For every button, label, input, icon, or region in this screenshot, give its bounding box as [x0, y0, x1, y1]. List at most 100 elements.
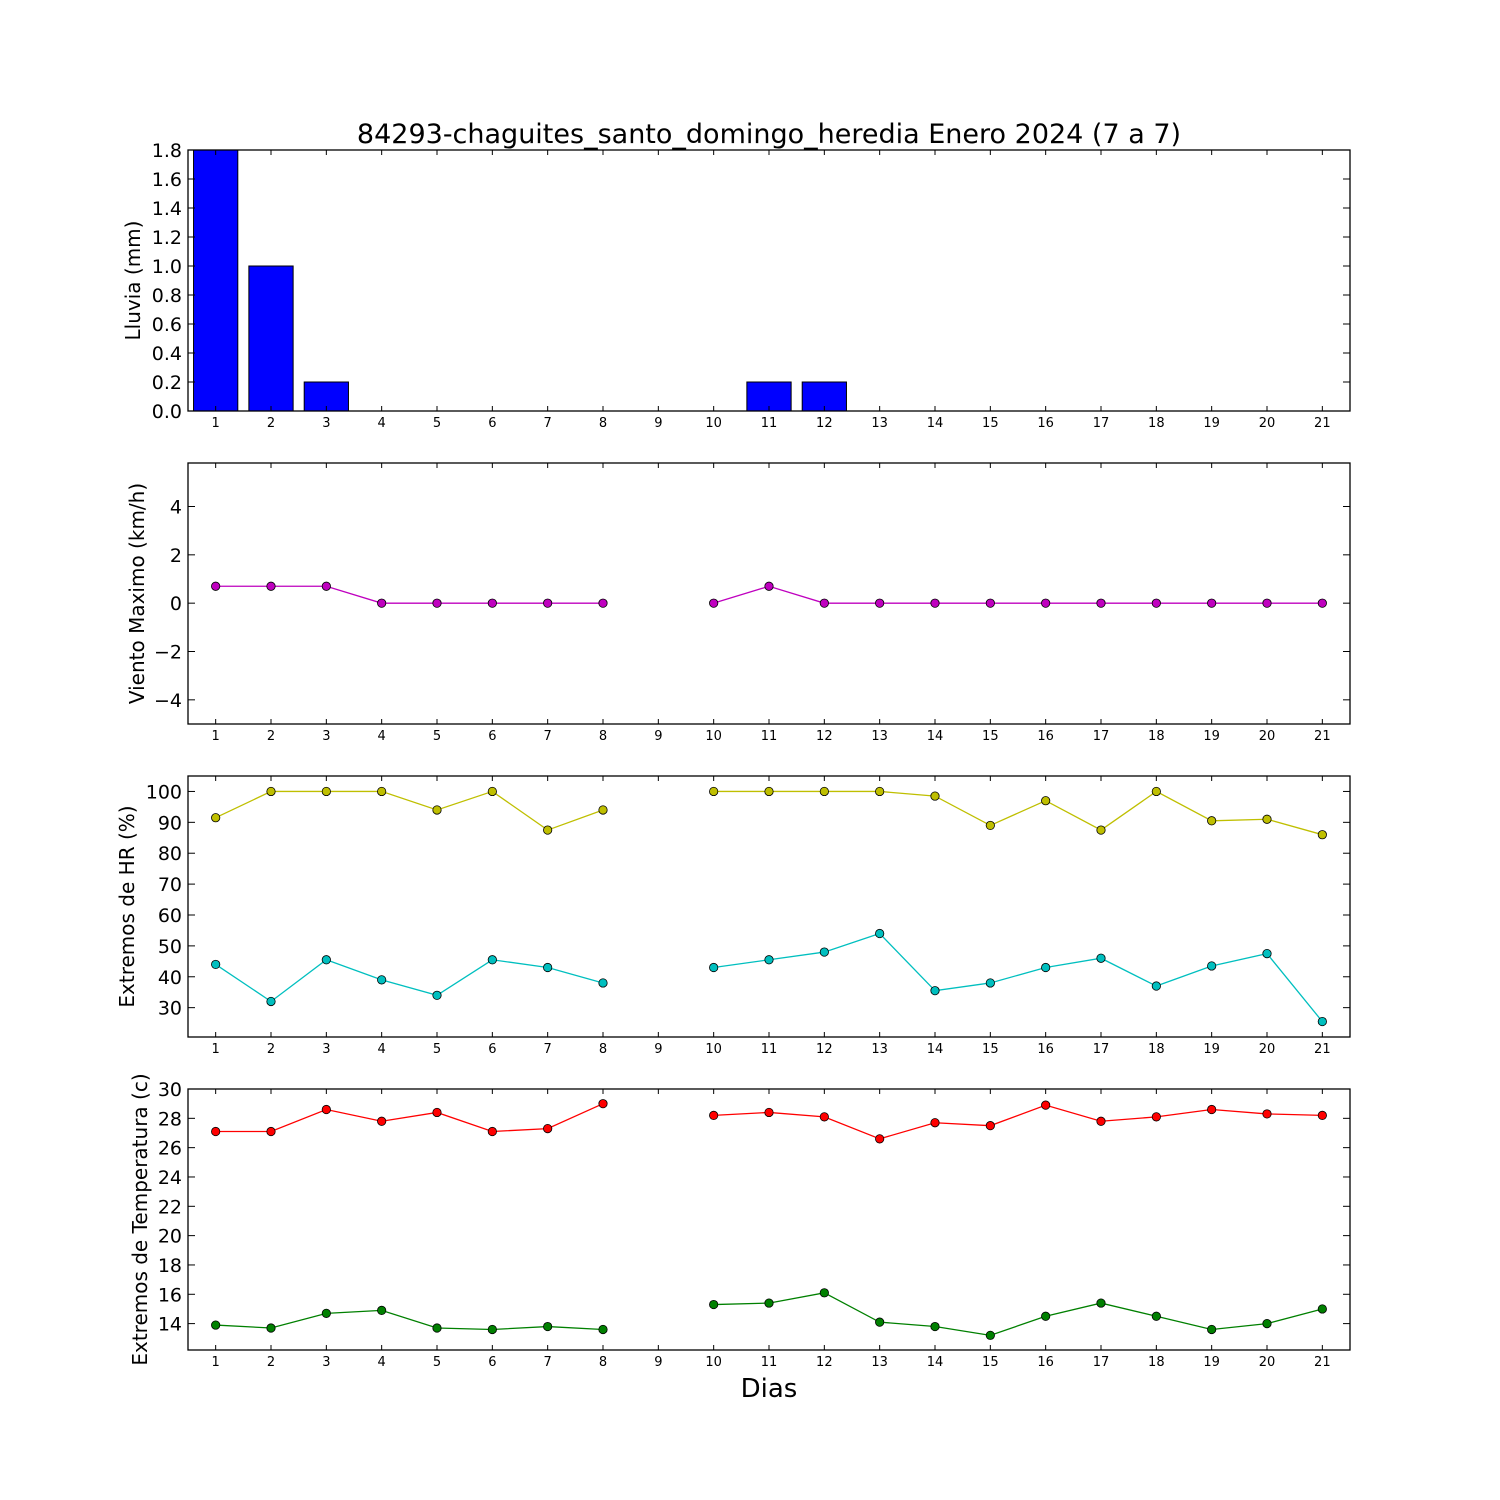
- x-tick-label: 5: [433, 1042, 441, 1057]
- series-2-point-day-11: [764, 1298, 774, 1308]
- y-tick-label: 24: [158, 1167, 182, 1189]
- x-tick-label: 12: [816, 729, 833, 744]
- series-2-point-day-7: [543, 962, 553, 973]
- x-tick-label: 15: [982, 416, 999, 431]
- series-1-point-day-5: [432, 598, 442, 608]
- x-tick-label: 1: [212, 729, 220, 744]
- bar-day-1: [193, 149, 239, 412]
- series-2-point-day-18: [1151, 1311, 1161, 1321]
- x-tick-label: 19: [1203, 1355, 1220, 1370]
- series-1-point-day-13: [875, 1134, 885, 1144]
- series-1-point-day-4: [377, 1116, 387, 1126]
- x-tick-label: 8: [599, 729, 607, 744]
- series-2-point-day-13: [875, 928, 885, 939]
- x-tick-label: 3: [322, 1042, 330, 1057]
- y-tick-label: −4: [154, 690, 182, 712]
- x-tick-label: 6: [488, 416, 496, 431]
- series-1-point-day-5: [432, 1107, 442, 1118]
- x-tick-label: 10: [705, 1042, 722, 1057]
- series-1-point-day-12: [819, 786, 829, 797]
- y-tick-label: 80: [158, 843, 182, 865]
- y-tick-label: 1.0: [152, 256, 182, 278]
- series-2-point-day-8: [598, 1324, 608, 1335]
- series-1-point-day-11: [764, 1107, 774, 1118]
- x-tick-label: 8: [599, 1355, 607, 1370]
- series-2-point-day-21: [1317, 1016, 1327, 1027]
- x-tick-label: 4: [378, 1355, 386, 1370]
- x-tick-label: 4: [378, 729, 386, 744]
- series-1-point-day-12: [819, 598, 829, 608]
- x-tick-label: 21: [1314, 416, 1331, 431]
- series-1-point-day-19: [1207, 1104, 1217, 1115]
- x-tick-label: 7: [544, 1355, 552, 1370]
- x-tick-label: 16: [1037, 1042, 1054, 1057]
- series-1-line-1: [215, 790, 604, 831]
- series-1-point-day-20: [1262, 814, 1272, 824]
- y-tick-label: 0.2: [152, 372, 182, 394]
- series-1-point-day-18: [1151, 1112, 1161, 1122]
- series-1-line-1: [215, 585, 603, 604]
- chart-title: 84293-chaguites_santo_domingo_heredia En…: [357, 119, 1181, 150]
- series-2-point-day-19: [1207, 1324, 1217, 1335]
- series-1-point-day-18: [1151, 598, 1161, 608]
- y-tick-label: 1.2: [152, 227, 182, 249]
- series-2-point-day-7: [543, 1321, 553, 1332]
- x-tick-label: 10: [705, 1355, 722, 1370]
- y-tick-label: 100: [146, 781, 182, 803]
- x-tick-label: 18: [1148, 1042, 1165, 1057]
- x-tick-label: 19: [1203, 416, 1220, 431]
- y-tick-label: 2: [170, 545, 182, 567]
- x-axis-label: Dias: [741, 1374, 798, 1404]
- series-2-point-day-16: [1041, 1311, 1051, 1321]
- series-2-line-2: [713, 1292, 1323, 1337]
- series-1-point-day-10: [709, 598, 719, 608]
- y-axis-label: Extremos de HR (%): [115, 805, 139, 1007]
- x-tick-label: 6: [488, 729, 496, 744]
- x-tick-label: 20: [1259, 1042, 1276, 1057]
- x-tick-label: 6: [488, 1042, 496, 1057]
- y-tick-label: 0.0: [152, 401, 182, 423]
- x-tick-label: 3: [322, 729, 330, 744]
- y-tick-label: 0.8: [152, 285, 182, 307]
- series-2-point-day-13: [875, 1317, 885, 1327]
- series-1-point-day-3: [321, 1104, 331, 1115]
- axes-frame: [187, 149, 1351, 412]
- x-tick-label: 21: [1314, 1042, 1331, 1057]
- series-2-point-day-17: [1096, 953, 1106, 963]
- series-1-point-day-12: [819, 1112, 829, 1122]
- series-2-point-day-20: [1262, 949, 1272, 959]
- x-tick-label: 1: [212, 1042, 220, 1057]
- series-1-point-day-10: [709, 1110, 719, 1120]
- x-tick-label: 3: [322, 416, 330, 431]
- series-2-point-day-3: [321, 1308, 331, 1318]
- x-tick-label: 21: [1314, 1355, 1331, 1370]
- series-1-point-day-6: [487, 598, 497, 608]
- series-1-point-day-17: [1096, 825, 1106, 835]
- y-tick-label: 40: [158, 967, 182, 989]
- series-1-point-day-6: [487, 786, 497, 797]
- x-tick-label: 21: [1314, 729, 1331, 744]
- x-tick-label: 2: [267, 729, 275, 744]
- x-tick-label: 10: [705, 416, 722, 431]
- x-tick-label: 20: [1259, 416, 1276, 431]
- series-1-point-day-17: [1096, 598, 1106, 608]
- series-1-point-day-8: [598, 805, 608, 815]
- y-tick-label: 0.6: [152, 314, 182, 336]
- series-2-point-day-20: [1262, 1319, 1272, 1329]
- y-tick-label: 1.8: [152, 140, 182, 162]
- y-tick-label: 14: [158, 1314, 182, 1336]
- series-1-point-day-2: [266, 786, 276, 797]
- x-tick-label: 11: [761, 729, 778, 744]
- series-1-point-day-16: [1041, 796, 1051, 806]
- series-2-point-day-14: [930, 986, 940, 996]
- series-2-point-day-15: [985, 1330, 995, 1340]
- series-2-point-day-8: [598, 978, 608, 988]
- series-2-point-day-6: [487, 955, 497, 965]
- x-tick-label: 19: [1203, 1042, 1220, 1057]
- x-tick-label: 17: [1093, 1355, 1110, 1370]
- x-tick-label: 16: [1037, 729, 1054, 744]
- y-tick-label: 28: [158, 1108, 182, 1130]
- series-1-point-day-14: [930, 791, 940, 801]
- series-1-point-day-20: [1262, 1109, 1272, 1119]
- series-1-point-day-21: [1317, 598, 1327, 608]
